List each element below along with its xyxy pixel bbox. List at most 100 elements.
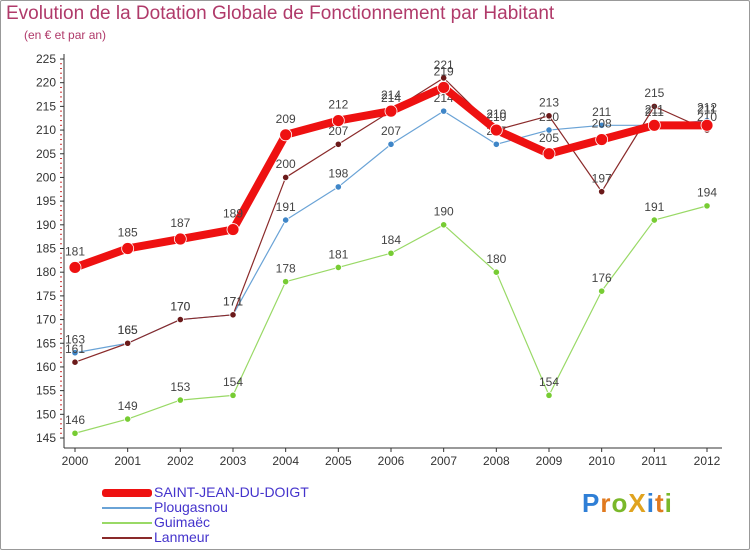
y-tick-label: 160 — [36, 360, 56, 374]
data-label: 212 — [697, 100, 717, 114]
legend-label: Plougasnou — [154, 499, 228, 515]
data-label: 213 — [539, 96, 559, 110]
y-tick-label: 215 — [36, 99, 56, 113]
data-point — [545, 112, 553, 120]
data-point — [71, 429, 79, 437]
data-label: 178 — [276, 261, 296, 275]
logo-letter: t — [654, 488, 665, 518]
x-tick-label: 2003 — [220, 454, 247, 468]
data-point — [334, 183, 342, 191]
data-label: 210 — [486, 107, 506, 121]
legend-label: SAINT-JEAN-DU-DOIGT — [154, 484, 309, 500]
data-point — [384, 104, 398, 118]
data-point — [282, 278, 290, 286]
data-label: 212 — [328, 98, 348, 112]
x-tick-label: 2006 — [378, 454, 405, 468]
data-label: 149 — [118, 399, 138, 413]
chart-axes: 145 150 155 160 165 170 175 180 185 190 195 200 205 2… — [36, 52, 722, 468]
data-label: 146 — [65, 413, 85, 427]
data-label: 211 — [645, 102, 664, 116]
data-label: 208 — [592, 117, 612, 131]
data-label: 191 — [644, 200, 664, 214]
data-label: 207 — [381, 124, 401, 138]
x-tick-label: 2000 — [62, 454, 89, 468]
data-point — [124, 415, 132, 423]
x-tick-label: 2010 — [588, 454, 615, 468]
data-label: 171 — [223, 295, 243, 309]
y-tick-label: 220 — [36, 76, 56, 90]
data-label: 211 — [697, 102, 716, 116]
data-point — [282, 173, 290, 182]
logo-letter: P — [582, 488, 601, 518]
data-label: 211 — [592, 105, 611, 119]
data-point — [598, 287, 606, 295]
y-tick-label: 145 — [36, 431, 56, 445]
legend-label: Lanmeur — [154, 529, 210, 545]
data-label: 189 — [223, 207, 243, 221]
data-point — [282, 216, 290, 224]
data-point — [387, 140, 395, 148]
data-point — [121, 242, 135, 255]
y-tick-label: 200 — [36, 170, 56, 184]
series-guimaec: 146 149 153 154 178 181 184 190 180 154 176 191 194 — [65, 186, 717, 437]
data-label: 209 — [276, 112, 296, 126]
data-label: 191 — [276, 200, 296, 214]
x-tick-label: 2009 — [536, 454, 563, 468]
data-point — [650, 102, 658, 110]
data-point — [650, 216, 658, 224]
data-point — [595, 133, 609, 146]
data-label: 205 — [539, 131, 559, 145]
data-point — [598, 188, 606, 196]
data-point — [176, 315, 184, 324]
data-label: 207 — [328, 124, 348, 138]
series-lanmeur: 161 165 170 171 200 207 214 221 210 213 197 215 210 — [65, 58, 717, 366]
data-label: 181 — [65, 244, 85, 258]
data-label: 170 — [170, 299, 190, 313]
data-point — [68, 261, 82, 274]
data-point — [545, 126, 553, 134]
data-point — [226, 223, 240, 236]
data-label: 214 — [381, 91, 401, 105]
x-tick-label: 2001 — [114, 454, 141, 468]
data-label: 200 — [276, 157, 296, 171]
legend-swatch — [102, 522, 152, 524]
x-tick-label: 2005 — [325, 454, 352, 468]
data-label: 214 — [381, 88, 401, 102]
data-label: 184 — [381, 233, 401, 247]
y-tick-label: 155 — [36, 384, 56, 398]
data-label: 154 — [223, 375, 243, 389]
data-label: 181 — [328, 247, 348, 261]
legend-label: Guimaëc — [154, 514, 211, 530]
data-point — [229, 311, 237, 319]
data-label: 210 — [697, 110, 717, 124]
data-label: 190 — [434, 205, 454, 219]
data-point — [437, 81, 451, 94]
data-label: 165 — [118, 323, 138, 337]
logo-letter: r — [600, 488, 612, 518]
data-label: 187 — [170, 216, 190, 230]
y-tick-label: 210 — [36, 123, 56, 137]
data-label: 194 — [697, 186, 717, 200]
data-point — [176, 396, 184, 404]
x-tick-label: 2012 — [694, 454, 721, 468]
data-point — [334, 263, 342, 272]
logo-letter: o — [611, 488, 629, 518]
data-point — [173, 232, 187, 246]
x-tick-label: 2008 — [483, 454, 510, 468]
data-point — [334, 140, 342, 148]
data-point — [700, 118, 714, 132]
y-tick-label: 150 — [36, 407, 56, 421]
legend-swatch — [102, 507, 152, 509]
data-point — [440, 221, 448, 229]
data-point — [492, 140, 500, 148]
data-label: 161 — [65, 342, 85, 356]
data-point — [71, 358, 79, 366]
data-point — [331, 114, 345, 127]
data-label: 170 — [170, 299, 190, 313]
data-point — [279, 128, 293, 142]
x-tick-label: 2011 — [641, 454, 667, 468]
data-point — [229, 391, 237, 399]
